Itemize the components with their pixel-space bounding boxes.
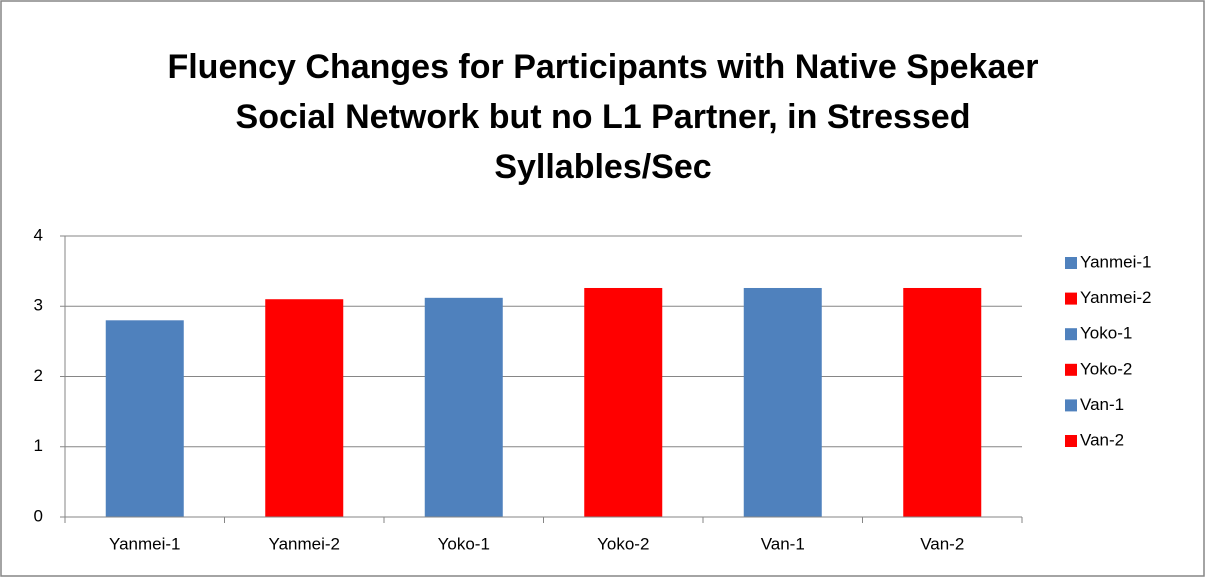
legend-label: Yoko-1 bbox=[1080, 324, 1132, 343]
legend-label: Yoko-2 bbox=[1080, 359, 1132, 378]
x-tick-label: Yoko-2 bbox=[597, 534, 649, 553]
bar bbox=[903, 287, 982, 517]
x-tick-label: Yanmei-1 bbox=[109, 534, 181, 553]
bar bbox=[105, 320, 184, 517]
x-tick-label: Yoko-1 bbox=[438, 534, 490, 553]
bar bbox=[584, 287, 663, 517]
bar bbox=[265, 299, 344, 517]
y-tick-label: 1 bbox=[34, 436, 43, 455]
bar bbox=[424, 297, 503, 517]
legend-swatch bbox=[1065, 257, 1077, 269]
legend-label: Van-2 bbox=[1080, 430, 1124, 449]
legend-swatch bbox=[1065, 435, 1077, 447]
legend-label: Van-1 bbox=[1080, 395, 1124, 414]
y-tick-label: 4 bbox=[34, 225, 43, 244]
legend-swatch bbox=[1065, 292, 1077, 305]
y-tick-label: 0 bbox=[34, 506, 43, 525]
x-tick-label: Yanmei-2 bbox=[269, 534, 341, 553]
chart-title: Fluency Changes for Participants with Na… bbox=[167, 48, 1039, 186]
x-tick-label: Van-1 bbox=[761, 534, 805, 553]
legend-swatch bbox=[1065, 363, 1077, 376]
y-tick-label: 2 bbox=[34, 366, 43, 385]
bar bbox=[743, 287, 822, 517]
legend-swatch bbox=[1065, 399, 1077, 412]
legend-swatch bbox=[1065, 328, 1077, 341]
y-tick-label: 3 bbox=[34, 296, 43, 315]
legend-label: Yanmei-2 bbox=[1080, 288, 1152, 307]
x-tick-label: Van-2 bbox=[920, 534, 964, 553]
legend-label: Yanmei-1 bbox=[1080, 252, 1152, 271]
